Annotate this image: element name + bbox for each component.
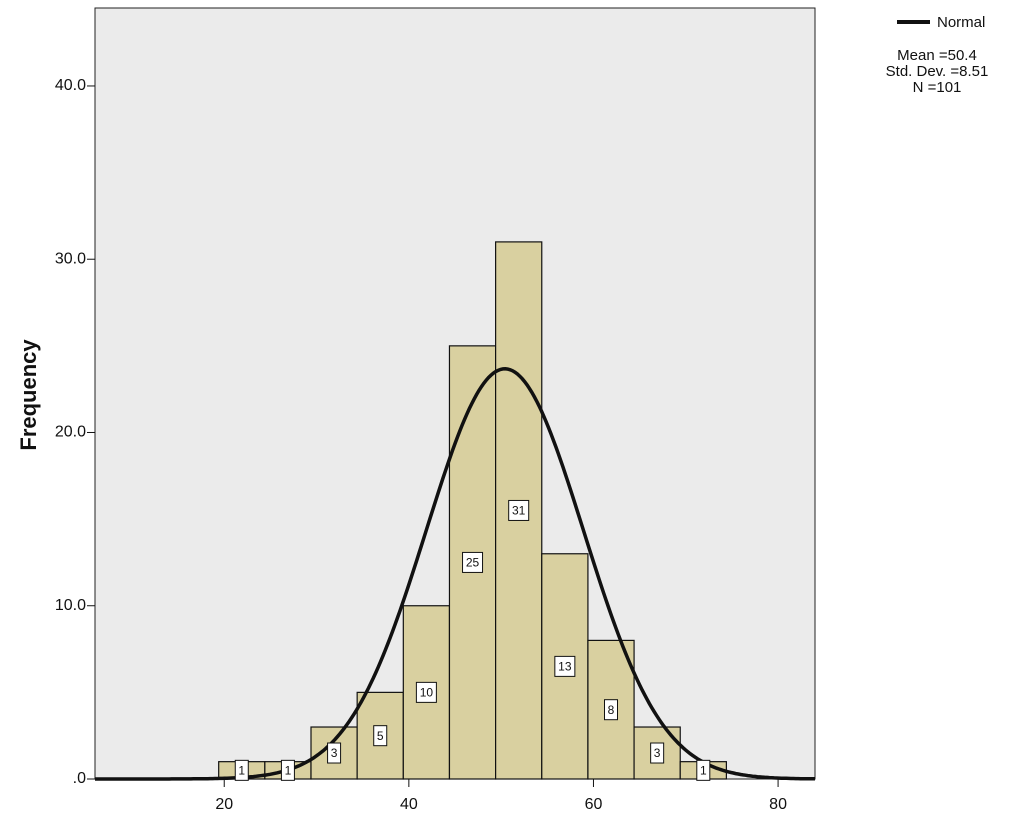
data-label-box bbox=[373, 725, 388, 747]
data-label: 1 bbox=[238, 764, 245, 778]
data-label: 10 bbox=[420, 686, 434, 700]
x-tick-label: 60 bbox=[585, 796, 603, 813]
data-label-box bbox=[650, 742, 665, 764]
data-label: 8 bbox=[608, 703, 615, 717]
data-label-box bbox=[234, 759, 249, 781]
data-label-box bbox=[554, 655, 576, 677]
stat-value: 101 bbox=[936, 79, 961, 96]
data-label: 1 bbox=[700, 764, 707, 778]
normal-curve bbox=[95, 367, 815, 781]
stat-text: Std. Dev. =8.51 bbox=[886, 63, 989, 80]
stat-value: 50.4 bbox=[948, 47, 977, 64]
data-label: 3 bbox=[331, 746, 338, 760]
y-tick-label: 20.0 bbox=[55, 424, 86, 441]
data-label: 25 bbox=[466, 556, 480, 570]
x-tick-label: 80 bbox=[769, 796, 787, 813]
data-label-box bbox=[280, 759, 295, 781]
data-label-box bbox=[462, 551, 484, 573]
stat-value: 8.51 bbox=[959, 63, 988, 80]
data-label-box bbox=[508, 499, 530, 521]
y-tick-label: 40.0 bbox=[55, 77, 86, 94]
stat-label: Mean = bbox=[897, 47, 948, 64]
stat-text: Mean =50.4 bbox=[897, 47, 977, 64]
data-label: 13 bbox=[558, 660, 572, 674]
legend-label: Normal bbox=[937, 14, 985, 31]
data-label: 31 bbox=[512, 504, 526, 518]
data-label-box bbox=[696, 759, 711, 781]
data-label-box bbox=[327, 742, 342, 764]
y-tick-label: 10.0 bbox=[55, 597, 86, 614]
data-label: 3 bbox=[654, 746, 661, 760]
stat-label: N = bbox=[913, 79, 937, 96]
data-label: 5 bbox=[377, 729, 384, 743]
x-tick-label: 40 bbox=[400, 796, 418, 813]
y-axis-label: Frequency bbox=[16, 339, 41, 451]
stat-text: N =101 bbox=[913, 79, 962, 96]
y-tick-label: .0 bbox=[73, 770, 86, 787]
y-tick-label: 30.0 bbox=[55, 250, 86, 267]
data-label: 1 bbox=[285, 764, 292, 778]
data-label-box bbox=[604, 699, 618, 721]
x-tick-label: 20 bbox=[215, 796, 233, 813]
stat-label: Std. Dev. = bbox=[886, 63, 960, 80]
data-label-box bbox=[415, 681, 437, 703]
